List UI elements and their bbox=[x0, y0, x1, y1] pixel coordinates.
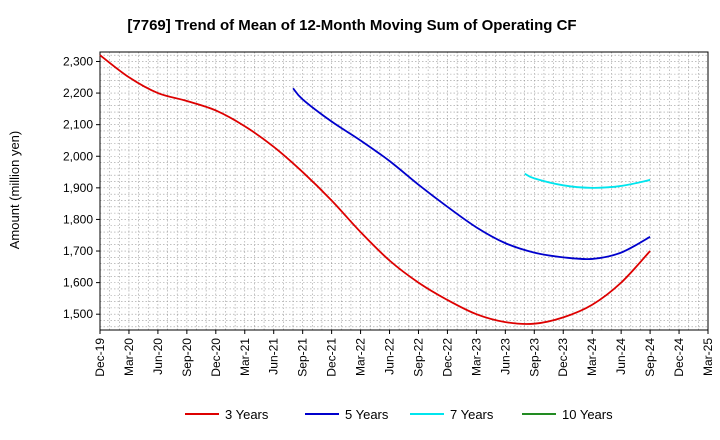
legend-label: 3 Years bbox=[225, 407, 269, 422]
x-axis-ticks: Dec-19 Mar-20 Jun-20 Sep-20 Dec-20 Mar-21 Jun-… bbox=[93, 330, 715, 377]
x-tick-label: Mar-20 bbox=[122, 338, 136, 376]
y-tick-label: 2,300 bbox=[63, 54, 93, 68]
series-line-3-years bbox=[99, 54, 651, 325]
x-tick-label: Jun-20 bbox=[151, 338, 165, 375]
x-tick-label: Jun-23 bbox=[498, 338, 512, 375]
y-tick-label: 2,000 bbox=[63, 149, 93, 163]
x-tick-label: Jun-22 bbox=[383, 338, 397, 375]
x-tick-label: Jun-24 bbox=[614, 338, 628, 375]
x-tick-label: Sep-21 bbox=[296, 338, 310, 377]
y-tick-label: 2,100 bbox=[63, 118, 93, 132]
x-tick-label: Dec-20 bbox=[209, 338, 223, 377]
x-tick-label: Mar-23 bbox=[469, 338, 483, 376]
plot-area bbox=[99, 51, 709, 331]
legend-label: 7 Years bbox=[450, 407, 494, 422]
x-tick-label: Dec-19 bbox=[93, 338, 107, 377]
y-tick-label: 1,500 bbox=[63, 307, 93, 321]
x-tick-label: Sep-23 bbox=[527, 338, 541, 377]
y-tick-label: 1,600 bbox=[63, 276, 93, 290]
x-tick-label: Dec-21 bbox=[325, 338, 339, 377]
y-axis-label: Amount (million yen) bbox=[7, 131, 22, 250]
legend: 3 Years 5 Years 7 Years 10 Years bbox=[185, 407, 613, 422]
x-tick-label: Sep-20 bbox=[180, 338, 194, 377]
y-tick-label: 1,700 bbox=[63, 244, 93, 258]
x-tick-label: Sep-24 bbox=[643, 338, 657, 377]
legend-label: 10 Years bbox=[562, 407, 613, 422]
x-tick-label: Mar-25 bbox=[701, 338, 715, 376]
x-tick-label: Dec-22 bbox=[440, 338, 454, 377]
y-axis-ticks: 1,500 1,600 1,700 1,800 1,900 2,000 2,100 2,200… bbox=[63, 54, 100, 321]
series-line-7-years bbox=[524, 172, 651, 189]
x-tick-label: Mar-21 bbox=[238, 338, 252, 376]
y-tick-label: 2,200 bbox=[63, 86, 93, 100]
grid bbox=[99, 52, 709, 330]
x-tick-label: Dec-24 bbox=[672, 338, 686, 377]
x-tick-label: Jun-21 bbox=[267, 338, 281, 375]
series-line-5-years bbox=[292, 87, 651, 261]
x-tick-label: Mar-22 bbox=[354, 338, 368, 376]
y-tick-label: 1,800 bbox=[63, 212, 93, 226]
x-tick-label: Sep-22 bbox=[411, 338, 425, 377]
chart-title: [7769] Trend of Mean of 12-Month Moving … bbox=[127, 17, 576, 34]
y-tick-label: 1,900 bbox=[63, 181, 93, 195]
legend-label: 5 Years bbox=[345, 407, 389, 422]
series-lines bbox=[99, 54, 651, 325]
x-tick-label: Dec-23 bbox=[556, 338, 570, 377]
x-tick-label: Mar-24 bbox=[585, 338, 599, 376]
